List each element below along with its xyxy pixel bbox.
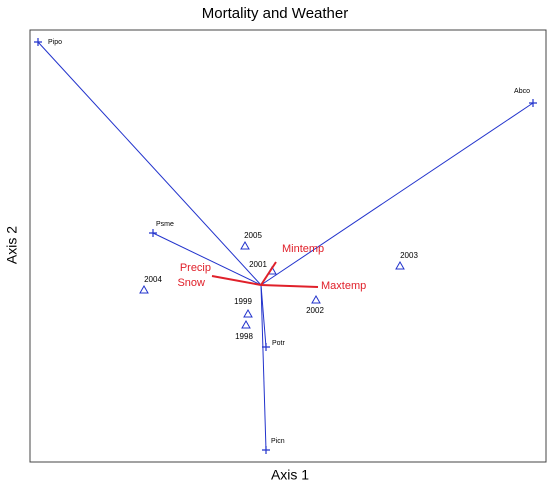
year-label: 2005 bbox=[244, 231, 262, 240]
species-marker bbox=[149, 229, 157, 237]
variable-vector bbox=[260, 284, 319, 288]
year-label: 1999 bbox=[234, 297, 252, 306]
species-marker bbox=[529, 99, 537, 107]
species-vector bbox=[260, 284, 267, 451]
year-label: 2002 bbox=[306, 306, 324, 315]
species-vector bbox=[260, 102, 534, 286]
variable-label: Maxtemp bbox=[321, 280, 366, 292]
year-marker bbox=[240, 240, 250, 250]
species-label: Picn bbox=[271, 438, 285, 445]
variable-label: Snow bbox=[177, 277, 205, 289]
y-axis-label: Axis 2 bbox=[4, 226, 20, 264]
species-label: Psme bbox=[156, 221, 174, 228]
x-axis-label: Axis 1 bbox=[271, 467, 309, 483]
plot-frame bbox=[29, 29, 547, 463]
year-marker bbox=[395, 260, 405, 270]
year-marker bbox=[241, 319, 251, 329]
species-label: Pipo bbox=[48, 39, 62, 46]
species-vector bbox=[260, 284, 267, 348]
species-label: Abco bbox=[514, 88, 530, 95]
year-marker bbox=[243, 308, 253, 318]
species-label: Potr bbox=[272, 340, 286, 347]
year-marker bbox=[311, 294, 321, 304]
chart-title: Mortality and Weather bbox=[202, 5, 348, 22]
year-label: 2003 bbox=[400, 251, 418, 260]
year-marker bbox=[139, 284, 149, 294]
variable-label: Precip bbox=[180, 262, 211, 274]
species-vector bbox=[37, 41, 262, 286]
year-label: 2004 bbox=[144, 275, 162, 284]
year-label: 1998 bbox=[235, 332, 253, 341]
species-marker bbox=[34, 38, 42, 46]
species-marker bbox=[262, 446, 270, 454]
variable-label: Mintemp bbox=[282, 243, 324, 255]
variable-vector bbox=[260, 261, 277, 286]
species-vector bbox=[152, 232, 262, 286]
year-label: 2001 bbox=[249, 260, 267, 269]
variable-vector bbox=[211, 275, 262, 286]
